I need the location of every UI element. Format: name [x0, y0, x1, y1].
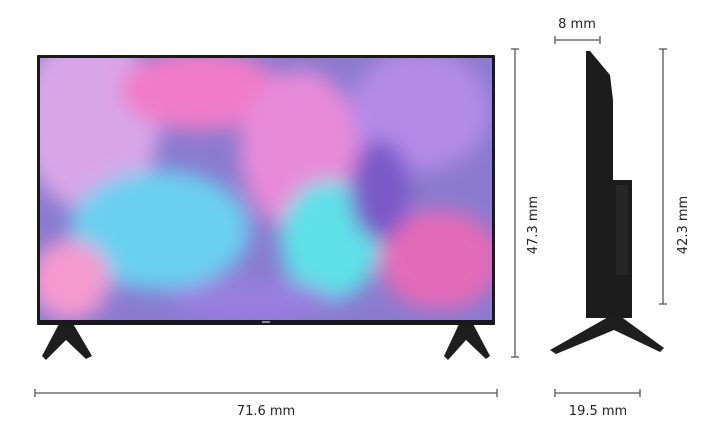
- height-with-stand-label: 47.3 mm: [526, 196, 541, 254]
- panel-depth-dimension-line: [554, 36, 601, 44]
- panel-depth-label: 8 mm: [558, 17, 596, 32]
- height-without-stand-label: 42.3 mm: [676, 196, 691, 254]
- width-dimension-line: [34, 389, 498, 397]
- side-stand-leg: [550, 316, 664, 354]
- stand-depth-dimension-line: [554, 389, 641, 397]
- tv-screen: [40, 58, 492, 320]
- tv-logo: [262, 321, 270, 323]
- stand-depth-label: 19.5 mm: [569, 404, 627, 419]
- tv-side-view: [550, 51, 664, 354]
- height-with-stand-dimension-line: [511, 48, 519, 358]
- width-label: 71.6 mm: [237, 404, 295, 419]
- tv-front-view: [37, 55, 495, 360]
- right-stand-leg: [444, 322, 490, 360]
- tv-side-panel: [586, 51, 632, 318]
- height-without-stand-dimension-line: [659, 48, 667, 305]
- left-stand-leg: [42, 322, 92, 360]
